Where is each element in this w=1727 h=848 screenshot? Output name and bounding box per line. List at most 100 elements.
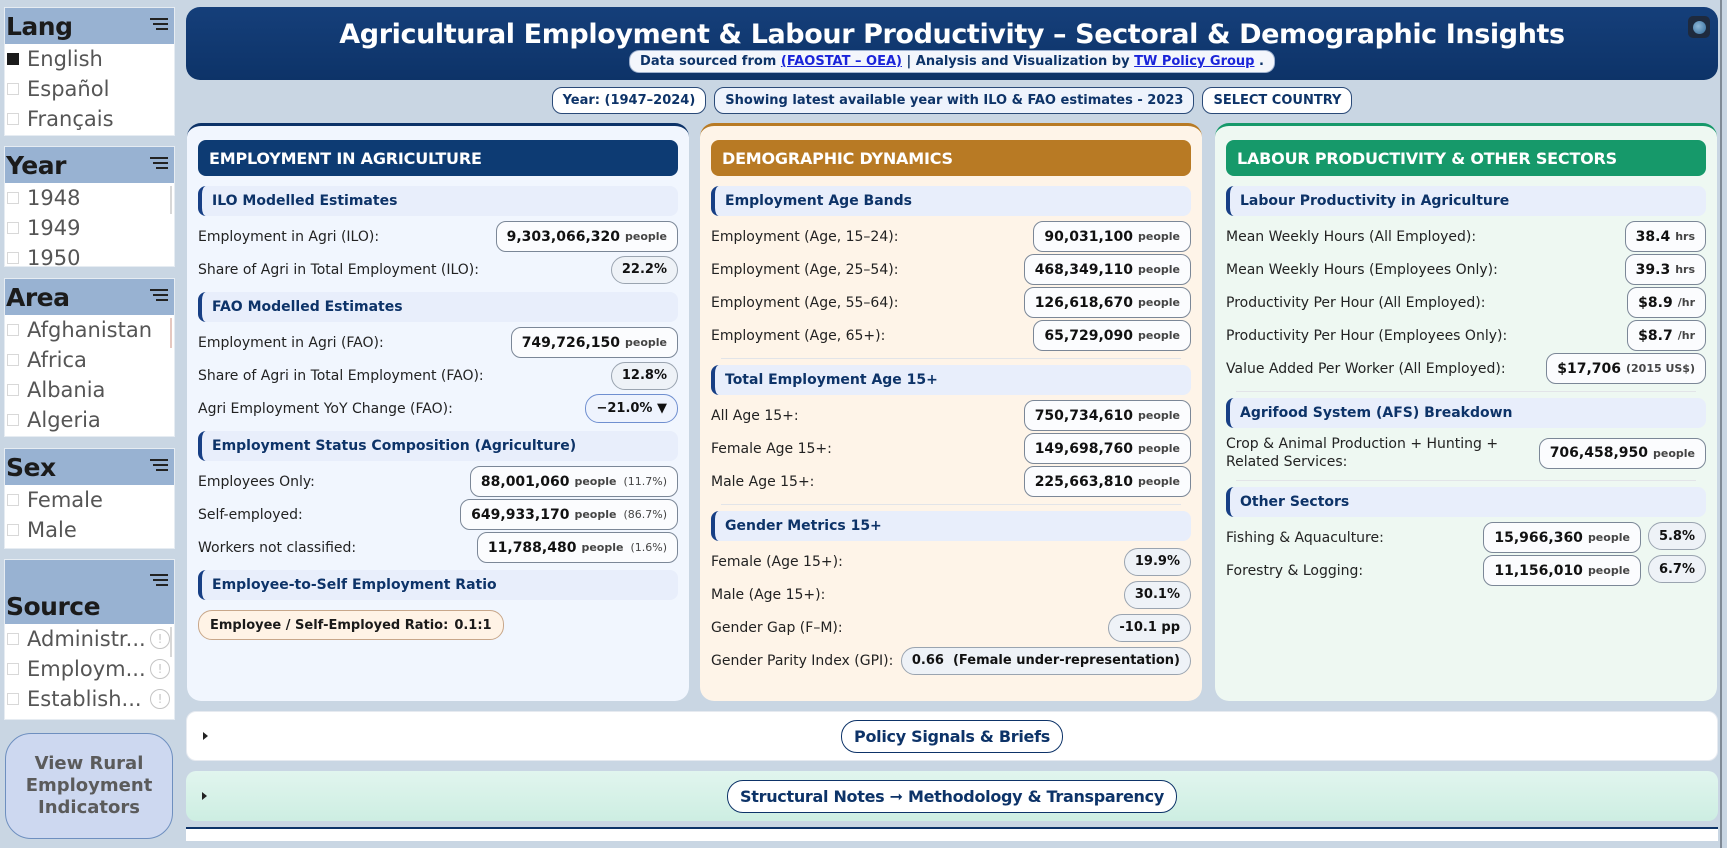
slicer-title: Year (6, 151, 66, 180)
scrollbar[interactable] (170, 318, 172, 348)
value-number: -10.1 pp (1119, 620, 1180, 635)
structural-notes-button[interactable]: Structural Notes ➞ Methodology & Transpa… (727, 779, 1177, 813)
sort-icon[interactable] (150, 289, 168, 301)
metric-row: Male Age 15+: 225,663,810 people (711, 465, 1191, 498)
value-unit: (2015 US$) (1625, 362, 1695, 375)
sort-icon[interactable] (150, 18, 168, 30)
checkbox-icon[interactable] (7, 83, 19, 95)
value-number: 468,349,110 (1034, 261, 1133, 278)
slicer-item-english[interactable]: English (5, 44, 174, 74)
value-share: (1.6%) (630, 541, 667, 554)
checkbox-icon[interactable] (7, 414, 19, 426)
policy-signals-button[interactable]: Policy Signals & Briefs (841, 719, 1063, 753)
slicer-header: Sex (5, 449, 174, 485)
slicer-item-establishment[interactable]: Establish...! (5, 684, 174, 714)
metric-label: Forestry & Logging: (1226, 562, 1364, 579)
slicer-item-algeria[interactable]: Algeria (5, 405, 174, 435)
metric-row: Mean Weekly Hours (All Employed): 38.4 hr… (1226, 220, 1706, 253)
slicer-item-africa[interactable]: Africa (5, 345, 174, 375)
metric-label: Employment (Age, 15–24): (711, 228, 899, 245)
checkbox-icon[interactable] (7, 113, 19, 125)
section-status: Employment Status Composition (Agricultu… (198, 431, 678, 461)
slicer-item-afghanistan[interactable]: Afghanistan (5, 315, 174, 345)
select-country-button[interactable]: SELECT COUNTRY (1202, 87, 1353, 114)
scrollbar[interactable] (170, 627, 172, 657)
checkbox-icon[interactable] (7, 252, 19, 264)
slicer-item-espanol[interactable]: Español (5, 74, 174, 104)
sort-icon[interactable] (150, 157, 168, 169)
metric-label: Employees Only: (198, 473, 315, 490)
checkbox-icon[interactable] (7, 354, 19, 366)
value-unit: people (1138, 475, 1180, 488)
value-number: −21.0% ▼ (596, 401, 667, 416)
checkbox-icon[interactable] (7, 192, 19, 204)
checkbox-icon[interactable] (7, 494, 19, 506)
sort-icon[interactable] (150, 459, 168, 471)
slicer-item-employment[interactable]: Employm...! (5, 654, 174, 684)
expand-arrow-icon[interactable] (202, 792, 207, 800)
slicer-item-francais[interactable]: Français (5, 104, 174, 134)
policy-signals-section[interactable]: Policy Signals & Briefs (186, 711, 1718, 761)
metric-value: 65,729,090 people (1033, 320, 1191, 351)
slicer-list: 1948 1949 1950 (5, 183, 174, 266)
metric-row: Employment in Agri (ILO): 9,303,066,320 p… (198, 220, 678, 253)
value-number: 90,031,100 (1044, 228, 1133, 245)
metric-value: 706,458,950 people (1538, 437, 1706, 469)
year-range-pill[interactable]: Year: (1947–2024) (551, 87, 707, 114)
slicer-item-male[interactable]: Male (5, 515, 174, 545)
metric-row: Mean Weekly Hours (Employees Only): 39.3… (1226, 253, 1706, 286)
slicer-item-female[interactable]: Female (5, 485, 174, 515)
checkbox-icon[interactable] (7, 222, 19, 234)
ratio-value: 0.1:1 (454, 617, 492, 633)
sort-icon[interactable] (150, 574, 168, 586)
view-rural-employment-button[interactable]: View Rural Employment Indicators (5, 733, 173, 839)
slicer-item-administrative[interactable]: Administr...! (5, 624, 174, 654)
metric-label: Mean Weekly Hours (Employees Only): (1226, 261, 1498, 278)
value-number: $17,706 (1557, 360, 1621, 377)
metric-label: Employment in Agri (FAO): (198, 334, 384, 351)
expand-arrow-icon[interactable] (203, 732, 208, 740)
value-number: 11,788,480 (487, 539, 577, 556)
metric-row: Value Added Per Worker (All Employed): $… (1226, 352, 1706, 385)
metric-label: Employment (Age, 55–64): (711, 294, 899, 311)
checkbox-icon[interactable] (7, 633, 19, 645)
faostat-link[interactable]: (FAOSTAT – OEA) (780, 54, 902, 69)
metric-label: All Age 15+: (711, 407, 799, 424)
slicer-item-1948[interactable]: 1948 (5, 183, 174, 213)
metric-value: 749,726,150 people (510, 327, 678, 358)
checkbox-icon[interactable] (7, 693, 19, 705)
panel-title: LABOUR PRODUCTIVITY & OTHER SECTORS (1226, 140, 1706, 176)
slicer-item-albania[interactable]: Albania (5, 375, 174, 405)
metric-row: Employment (Age, 65+): 65,729,090 people (711, 319, 1191, 352)
structural-notes-section[interactable]: Structural Notes ➞ Methodology & Transpa… (186, 771, 1718, 821)
item-label: Afghanistan (27, 318, 153, 342)
checkbox-icon[interactable] (7, 324, 19, 336)
metric-row: Forestry & Logging: 11,156,010 people 6.7… (1226, 554, 1706, 587)
item-label: Administr... (27, 627, 146, 651)
checkbox-icon[interactable] (7, 663, 19, 675)
info-icon[interactable]: ! (150, 659, 170, 679)
value-unit: people (1138, 296, 1180, 309)
item-label: Albania (27, 378, 106, 402)
value-unit: people (1138, 409, 1180, 422)
scrollbar[interactable] (170, 186, 172, 214)
slicer-year: Year 1948 1949 1950 (4, 146, 175, 267)
metric-label: Fishing & Aquaculture: (1226, 529, 1384, 546)
metric-row: Fishing & Aquaculture: 15,966,360 people … (1226, 521, 1706, 554)
section-labour: Labour Productivity in Agriculture (1226, 186, 1706, 216)
slicer-item-1949[interactable]: 1949 (5, 213, 174, 243)
checkbox-icon[interactable] (7, 524, 19, 536)
info-icon[interactable]: ! (150, 629, 170, 649)
slicer-title: Lang (6, 12, 73, 41)
slicer-item-1950[interactable]: 1950 (5, 243, 174, 266)
page-scrollbar[interactable] (1720, 0, 1722, 848)
checkbox-icon[interactable] (7, 384, 19, 396)
value-number: 749,726,150 (521, 334, 620, 351)
checkbox-icon[interactable] (7, 53, 19, 65)
section-fao: FAO Modelled Estimates (198, 292, 678, 322)
value-number: 706,458,950 (1549, 445, 1648, 461)
tw-policy-group-link[interactable]: TW Policy Group (1134, 54, 1255, 69)
value-number: 38.4 (1635, 228, 1671, 245)
info-icon[interactable]: ! (150, 689, 170, 709)
globe-icon (1692, 20, 1706, 34)
